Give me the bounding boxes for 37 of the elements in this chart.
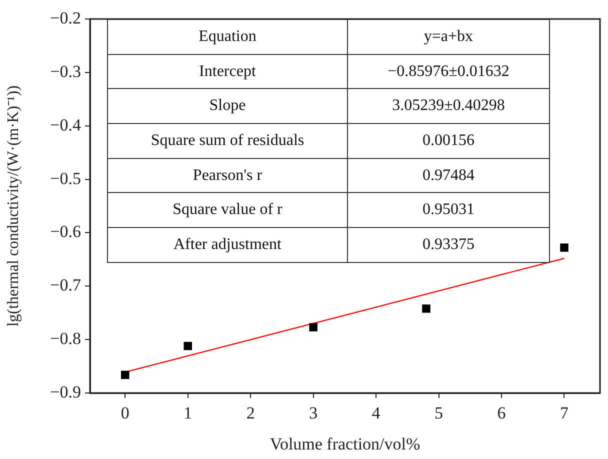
point <box>120 370 130 379</box>
x-tick-label: 2 <box>246 404 255 423</box>
y-tick-label: −0.8 <box>50 329 81 348</box>
point <box>560 244 568 252</box>
y-tick-label: −0.3 <box>50 62 81 81</box>
y-axis-title: lg(thermal conductivity/(W·(m·K)⁻¹)) <box>4 85 22 327</box>
annotation: Intercept <box>108 54 348 89</box>
x-tick-label: 3 <box>309 404 318 423</box>
annotation: 0.93375 <box>347 228 550 262</box>
annotation: y=a+bx <box>347 20 550 54</box>
y-tick-label: −0.6 <box>50 222 81 242</box>
annotation: Square sum of residuals <box>108 124 348 158</box>
y-tick-label: −0.7 <box>50 276 82 295</box>
point <box>422 304 430 313</box>
x-tick-label: 1 <box>184 404 192 423</box>
annotation: Pearson's r <box>108 158 348 193</box>
y-tick-label: −0.4 <box>50 115 82 134</box>
y-tick-label: −0.9 <box>50 382 81 402</box>
annotation: 3.05239±0.40298 <box>347 88 550 124</box>
y-tick-label: −0.5 <box>50 168 81 188</box>
annotation: Equation <box>108 20 348 54</box>
x-tick-label: 5 <box>434 404 444 423</box>
annotation: Square value of r <box>108 192 348 228</box>
annotation: 0.97484 <box>347 158 550 193</box>
point <box>184 342 192 350</box>
annotation: 0.00156 <box>347 124 550 158</box>
x-tick-label: 7 <box>560 404 569 423</box>
annotation: After adjustment <box>108 228 348 262</box>
annotation: 0.95031 <box>347 192 550 228</box>
annotation: −0.85976±0.01632 <box>347 54 550 89</box>
annotation: Slope <box>108 88 348 124</box>
y-tick-label: −0.2 <box>50 8 81 28</box>
x-axis-title: Volume fraction/vol% <box>270 434 420 454</box>
point <box>309 323 318 332</box>
x-tick-label: 4 <box>372 404 381 423</box>
x-tick-label: 0 <box>120 404 130 423</box>
x-tick-label: 6 <box>497 404 506 423</box>
